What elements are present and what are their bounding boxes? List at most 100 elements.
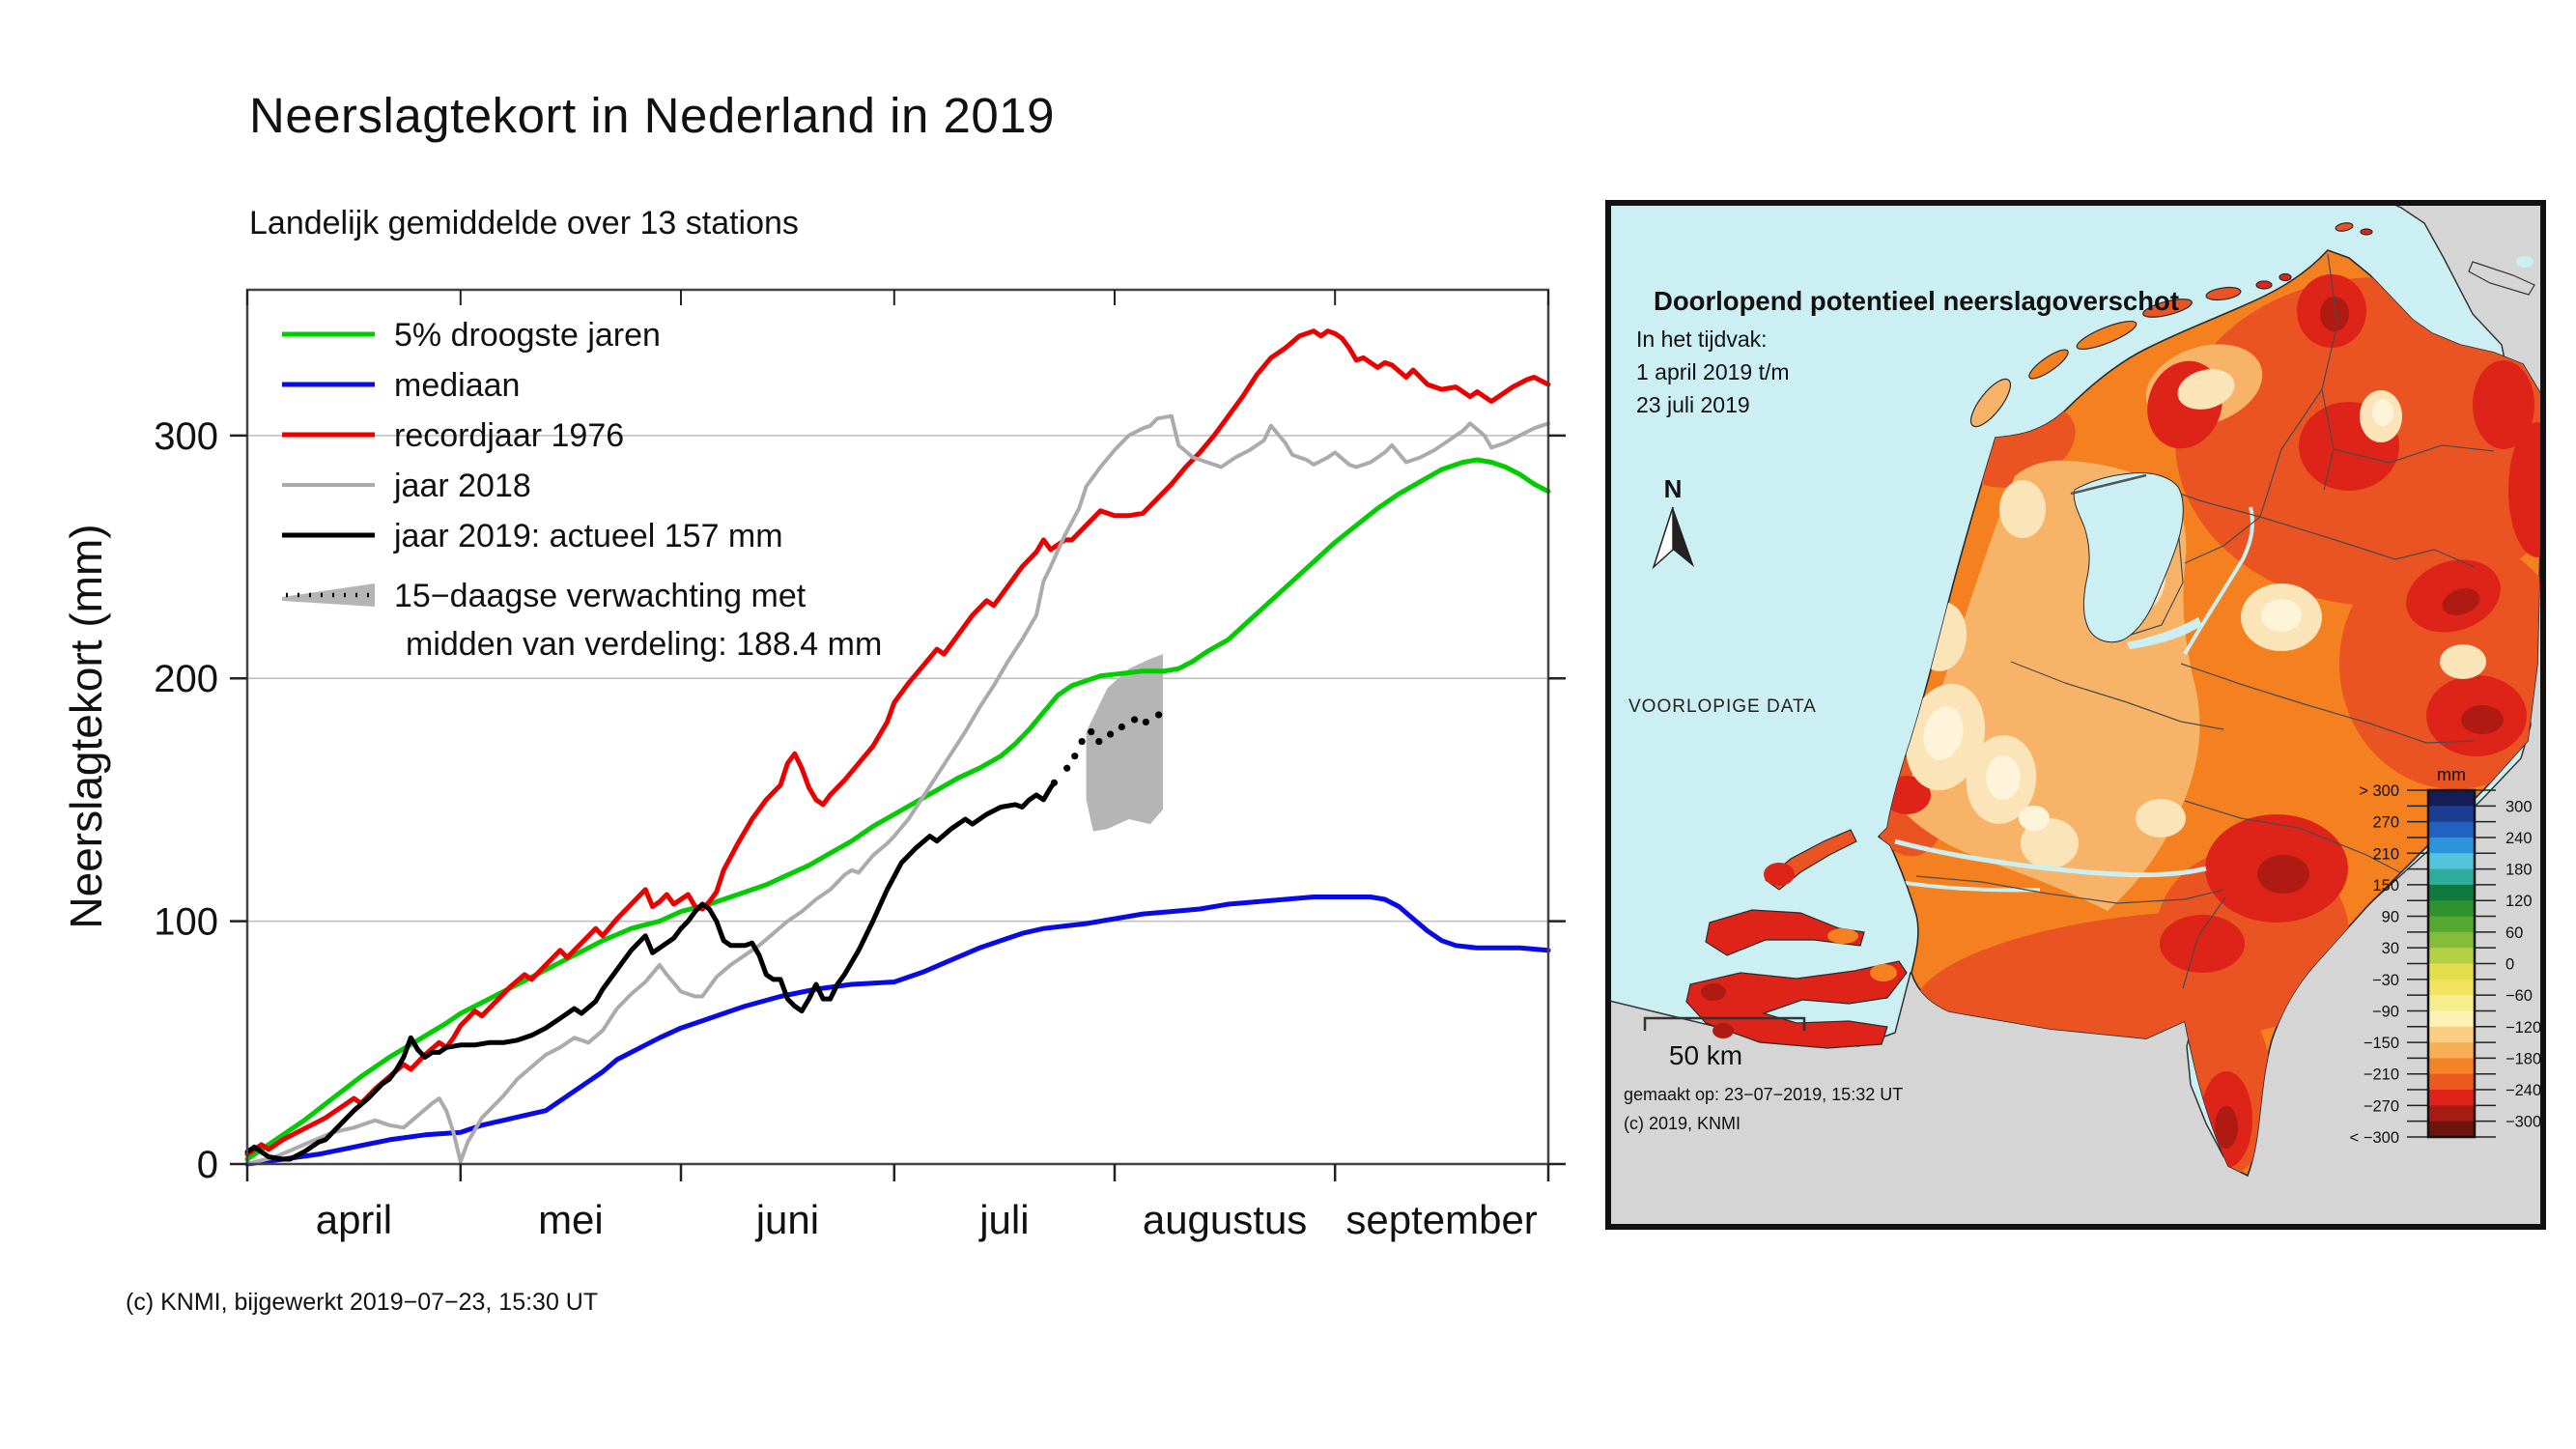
colorbar-cell <box>2428 837 2475 854</box>
deficit-line-chart: 0 100 200 300 april mei juni juli augustus septem… <box>61 288 1566 1242</box>
randmeren-lakes <box>2127 617 2202 649</box>
chart-legend: 5% droogste jaren mediaan recordjaar 1976 j… <box>282 317 882 663</box>
forecast-dot <box>1063 764 1071 772</box>
netherlands-map: Doorlopend potentieel neerslagoverschot … <box>1604 199 2547 1231</box>
forecast-uncertainty-band <box>1086 654 1164 832</box>
north-label: N <box>1664 474 1683 503</box>
zeeland-delta-islands <box>1685 829 1908 1049</box>
colorbar-cell <box>2428 868 2475 886</box>
chart-footer-copyright: (c) KNMI, bijgewerkt 2019−07−23, 15:30 U… <box>126 1289 599 1316</box>
forecast-dot <box>1050 779 1059 786</box>
plot-frame <box>245 288 1550 1166</box>
axis-ticks <box>230 290 1566 1181</box>
colorbar-frame <box>2426 788 2477 1139</box>
colorbar-cell <box>2428 790 2475 807</box>
month-label-augustus: augustus <box>1143 1197 1307 1242</box>
month-label-juni: juni <box>754 1197 819 1242</box>
month-label-mei: mei <box>538 1197 604 1242</box>
month-label-september: september <box>1345 1197 1537 1242</box>
colorbar-right-label: −180 <box>2505 1050 2541 1067</box>
scale-label: 50 km <box>1669 1040 1742 1070</box>
legend-forecast-label-line2: midden van verdeling: 188.4 mm <box>406 626 882 663</box>
river-waal <box>1894 838 2207 878</box>
colorbar-cell <box>2428 1010 2475 1028</box>
colorbar-cell <box>2428 1105 2475 1122</box>
forecast-dot <box>1078 737 1086 746</box>
river-ijssel <box>2183 506 2254 656</box>
y-axis-title: Neerslagtekort (mm) <box>61 524 111 928</box>
forecast-dot <box>1155 711 1163 719</box>
colorbar-cell <box>2428 806 2475 823</box>
german-wadden-island <box>2468 261 2535 296</box>
colorbar-cell <box>2428 853 2475 870</box>
colorbar-left-label: −270 <box>2364 1097 2399 1115</box>
legend-label: jaar 2018 <box>393 468 531 504</box>
series-line-5-droogste-jaren <box>244 457 1551 1162</box>
colorbar-right-label: −60 <box>2505 987 2533 1005</box>
colorbar-cell <box>2428 1090 2475 1106</box>
colorbar-left-label: < −300 <box>2350 1129 2399 1147</box>
colorbar-left-label: 270 <box>2372 814 2399 832</box>
forecast-dot <box>1071 753 1079 760</box>
north-arrow-icon <box>1652 506 1694 570</box>
colorbar-right-label: 300 <box>2505 798 2533 815</box>
axis-tick-labels: 0 100 200 300 april mei juni juli augustus septem… <box>154 415 1538 1242</box>
provisional-data-label: VOORLOPIGE DATA <box>1628 696 1817 717</box>
province-borders <box>1915 253 2495 989</box>
colorbar-cell <box>2428 963 2475 980</box>
colorbar-cell <box>2428 1058 2475 1075</box>
forecast-dot <box>1118 723 1125 731</box>
wadden-islands <box>1969 222 2373 428</box>
colorbar-left-label: 30 <box>2382 940 2399 957</box>
ytick-label: 100 <box>154 901 218 944</box>
series-line-jaar-2019-actueel-157-mm <box>244 780 1057 1162</box>
gridlines <box>247 435 1548 923</box>
chart-subtitle: Landelijk gemiddelde over 13 stations <box>249 205 799 242</box>
colorbar-cell <box>2428 900 2475 918</box>
colorbar-cell <box>2428 979 2475 996</box>
colorbar-left-label: −150 <box>2364 1035 2399 1052</box>
page-title: Neerslagtekort in Nederland in 2019 <box>249 88 1055 143</box>
map-period-from: 1 april 2019 t/m <box>1636 359 1790 384</box>
forecast-dot <box>1131 716 1139 724</box>
afsluitdijk-dike <box>2070 473 2147 496</box>
german-lake <box>2516 256 2534 268</box>
legend-forecast-band-sample <box>282 583 375 607</box>
legend-forecast-label-line1: 15−daagse verwachting met <box>394 578 807 614</box>
colorbar-cell <box>2428 1026 2475 1043</box>
ytick-label: 200 <box>154 658 218 700</box>
colorbar-left-label: > 300 <box>2359 782 2399 800</box>
colorbar-right-label: 60 <box>2505 924 2523 942</box>
colorbar-cell <box>2428 821 2475 838</box>
legend-label: recordjaar 1976 <box>394 417 624 454</box>
map-frame <box>1605 200 2546 1230</box>
forecast-dot <box>1088 727 1095 736</box>
colorbar-right-label: 180 <box>2505 862 2533 879</box>
map-title: Doorlopend potentieel neerslagoverschot <box>1654 286 2179 316</box>
map-copyright: (c) 2019, KNMI <box>1624 1114 1741 1133</box>
legend-label: 5% droogste jaren <box>394 317 661 354</box>
colorbar-cell <box>2428 884 2475 901</box>
forecast-dot <box>1095 737 1103 746</box>
month-label-juli: juli <box>977 1197 1029 1242</box>
scale-bar <box>1643 1016 1806 1031</box>
month-label-april: april <box>316 1197 392 1242</box>
forecast-dotted-line <box>1050 711 1163 786</box>
colorbar-right-label: −300 <box>2505 1114 2541 1131</box>
map-made-label: gemaakt op: 23−07−2019, 15:32 UT <box>1624 1085 1903 1104</box>
colorbar: > 300 270 210 150 90 30 −30 −90 −150 −210 −270 < −3… <box>2350 782 2542 1147</box>
colorbar-right-label: −240 <box>2505 1082 2541 1099</box>
ijsselmeer-lake <box>2073 472 2184 643</box>
colorbar-unit-label: mm <box>2437 765 2466 784</box>
colorbar-cell <box>2428 1121 2475 1138</box>
colorbar-cell <box>2428 931 2475 949</box>
colorbar-right-label: 0 <box>2505 956 2514 974</box>
forecast-dot <box>1106 730 1115 738</box>
colorbar-cell <box>2428 1042 2475 1059</box>
colorbar-left-label: −210 <box>2364 1066 2399 1084</box>
data-series-lines <box>244 328 1551 1167</box>
precipitation-map-panel: Doorlopend potentieel neerslagoverschot … <box>1604 199 2547 1231</box>
colorbar-left-label: 210 <box>2372 845 2399 863</box>
legend-label: mediaan <box>394 367 520 404</box>
map-period-label: In het tijdvak: <box>1636 327 1768 352</box>
